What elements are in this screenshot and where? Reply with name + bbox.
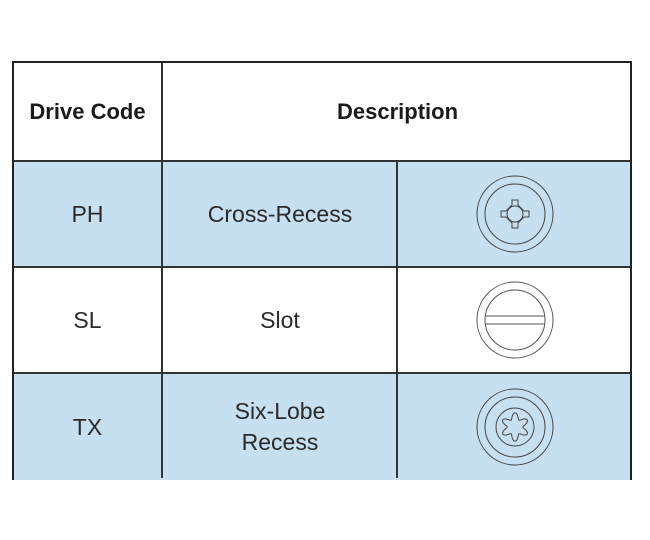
code-sl: SL [73,306,102,333]
torx-drive-icon [398,374,632,480]
table-row-ph [14,162,630,266]
header-description: Description [336,99,459,124]
phillips-drive-icon [398,162,632,266]
description-ph: Cross-Recess [207,200,353,227]
slotted-drive-icon [398,268,632,372]
drive-code-table: Drive Code Description PH Cross-Recess S… [12,61,632,480]
code-ph: PH [71,200,104,227]
description-tx: Six-Lobe Recess [234,398,326,455]
description-sl: Slot [260,306,300,333]
table-row-tx [14,374,630,480]
header-drive-code: Drive Code [29,99,146,124]
code-tx: TX [72,413,103,440]
